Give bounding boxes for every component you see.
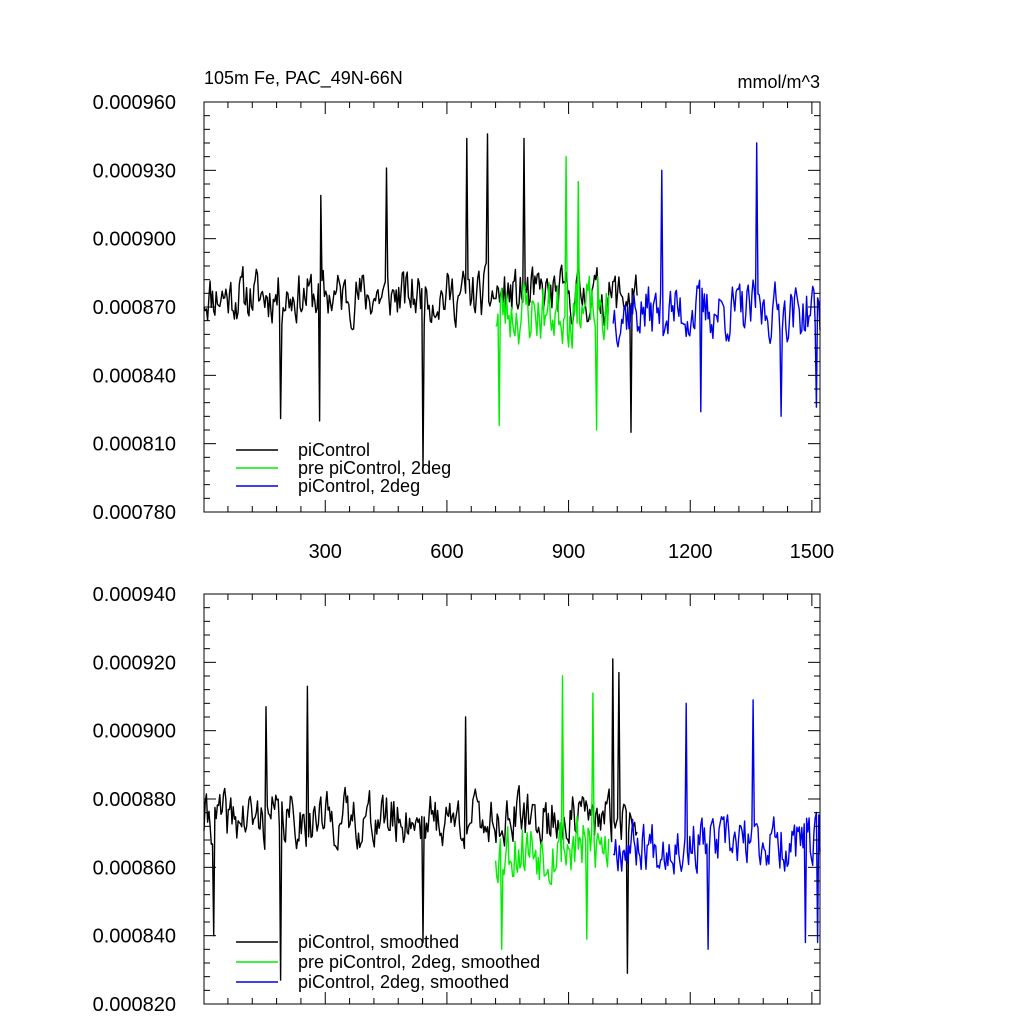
y-tick-label: 0.000870: [93, 297, 176, 319]
y-tick-label: 0.000780: [93, 502, 176, 524]
x-tick-label: 900: [552, 541, 585, 563]
legend-label: piControl, 2deg: [298, 476, 420, 496]
series-line-1: [495, 156, 610, 431]
chart-title: 105m Fe, PAC_49N-66N: [204, 68, 403, 89]
legend-label: piControl: [298, 440, 370, 460]
y-tick-label: 0.000840: [93, 926, 176, 948]
y-tick-label: 0.000930: [93, 160, 176, 182]
series-line-0: [203, 133, 638, 470]
y-tick-label: 0.000860: [93, 857, 176, 879]
plot-frame: [203, 593, 821, 1005]
bottom-panel: 0.000820 0.000840 0.000860 0.000880 0.000900…: [93, 584, 821, 1016]
x-tick-label: 1200: [668, 541, 713, 563]
y-tick-label: 0.000920: [93, 652, 176, 674]
series-line-2: [612, 142, 821, 417]
units-label: mmol/m^3: [738, 72, 820, 92]
x-tick-label: 600: [430, 541, 463, 563]
legend-label: piControl, 2deg, smoothed: [298, 972, 509, 992]
y-tick-label: 0.000940: [93, 584, 176, 606]
series-line-2: [612, 699, 821, 950]
x-tick-label: 300: [309, 541, 342, 563]
y-tick-label: 0.000900: [93, 229, 176, 251]
y-tick-label: 0.000820: [93, 994, 176, 1016]
legend-label: piControl, smoothed: [298, 932, 459, 952]
y-tick-label: 0.000880: [93, 789, 176, 811]
y-tick-label: 0.000840: [93, 365, 176, 387]
top-panel: 105m Fe, PAC_49N-66N mmol/m^3 0.000780 0.…: [93, 68, 835, 563]
y-tick-label: 0.000810: [93, 434, 176, 456]
y-tick-label: 0.000960: [93, 92, 176, 114]
series-line-1: [494, 675, 610, 950]
x-tick-label: 1500: [790, 541, 835, 563]
legend-label: pre piControl, 2deg, smoothed: [298, 952, 540, 972]
y-tick-label: 0.000900: [93, 721, 176, 743]
legend-label: pre piControl, 2deg: [298, 458, 451, 478]
series-line-0: [203, 658, 638, 981]
